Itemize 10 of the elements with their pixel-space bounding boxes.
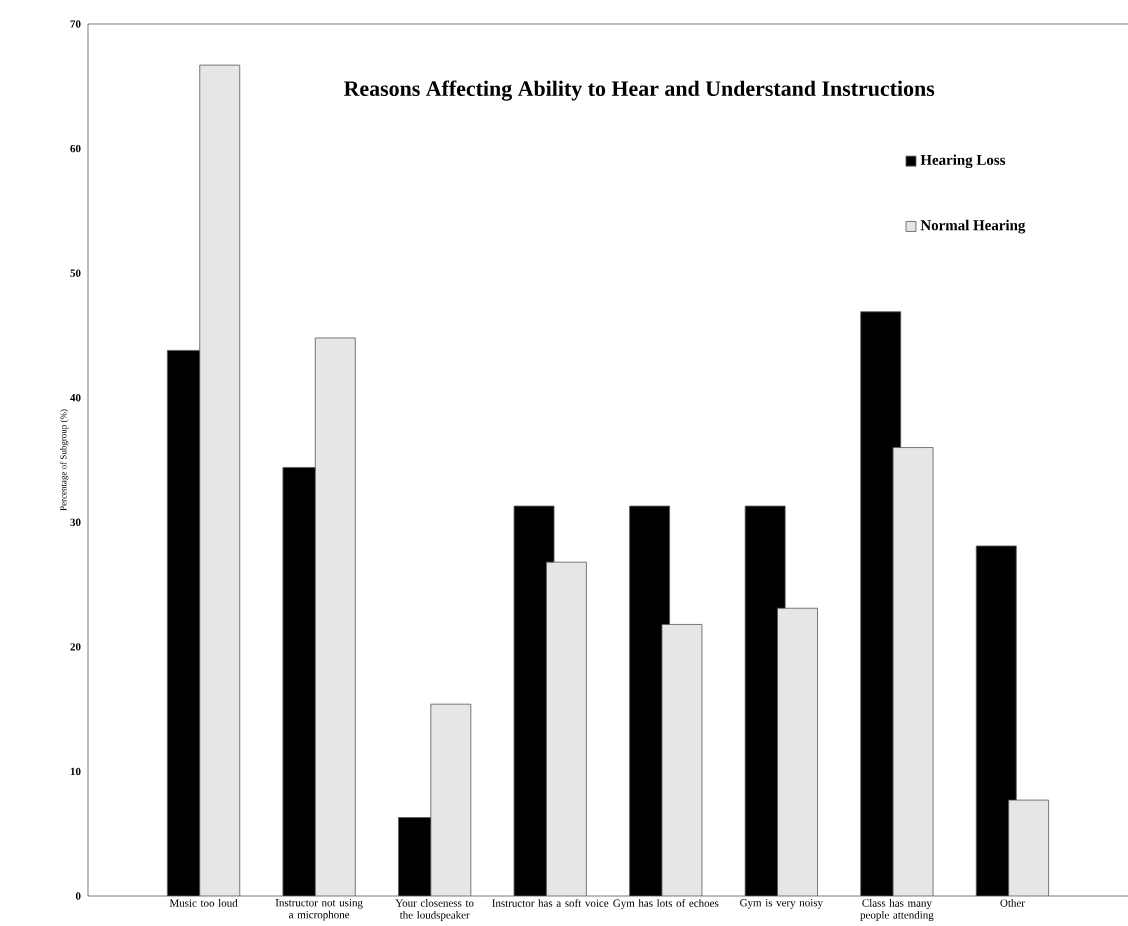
bar (546, 562, 587, 896)
bar (199, 65, 240, 896)
bar (893, 447, 934, 896)
bar (1008, 799, 1050, 896)
text: Reasons Affecting Ability to Hear and Understand Instructions (343, 80, 935, 101)
bar (430, 704, 471, 896)
bar (777, 608, 818, 896)
bar (315, 337, 356, 896)
bar (975, 545, 1017, 896)
bar (661, 624, 702, 896)
